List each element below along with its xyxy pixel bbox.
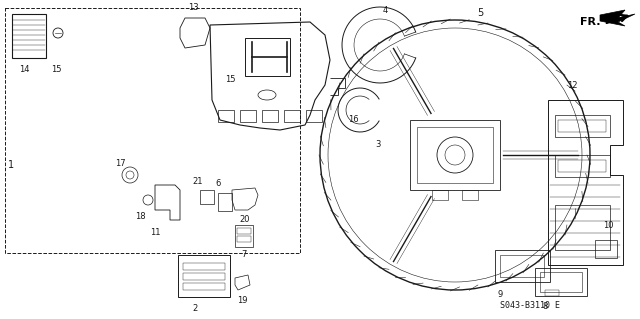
Bar [417, 127, 493, 183]
Bar [262, 110, 278, 122]
Bar [245, 38, 290, 76]
Bar [535, 268, 587, 296]
Text: 17: 17 [115, 159, 125, 168]
Text: 10: 10 [603, 221, 613, 230]
Bar [240, 110, 256, 122]
Bar [555, 155, 610, 177]
Bar [284, 110, 300, 122]
Text: 3: 3 [375, 140, 380, 149]
Bar [306, 110, 322, 122]
Bar [558, 160, 606, 172]
Polygon shape [600, 10, 635, 26]
Bar [218, 110, 234, 122]
Text: 2: 2 [193, 304, 198, 313]
Bar [595, 240, 617, 258]
Bar [410, 120, 500, 190]
Bar [558, 120, 606, 132]
Bar [200, 190, 214, 204]
Bar [12, 14, 46, 58]
Bar [500, 255, 544, 277]
Bar [235, 225, 253, 247]
Bar [178, 255, 230, 297]
Bar [218, 193, 232, 211]
Text: 21: 21 [193, 177, 204, 186]
Text: 16: 16 [348, 115, 358, 124]
Text: 1: 1 [8, 160, 14, 170]
Text: S043-B3110 E: S043-B3110 E [500, 301, 560, 310]
Bar [183, 283, 225, 290]
Bar [462, 190, 478, 200]
Text: 7: 7 [241, 250, 246, 259]
Text: 13: 13 [188, 3, 198, 12]
Bar [5, 8, 300, 253]
Bar [555, 205, 610, 250]
Text: 18: 18 [134, 212, 145, 221]
Text: FR.: FR. [580, 17, 600, 27]
Bar [183, 273, 225, 280]
Text: 9: 9 [497, 290, 502, 299]
Bar [237, 228, 251, 234]
Text: 14: 14 [19, 65, 29, 74]
Text: 19: 19 [237, 296, 247, 305]
Bar [545, 290, 559, 296]
Bar [183, 263, 225, 270]
Text: 8: 8 [542, 302, 548, 311]
Text: 5: 5 [477, 8, 483, 18]
Text: 11: 11 [150, 228, 160, 237]
Bar [432, 190, 448, 200]
Text: 4: 4 [382, 6, 388, 15]
Bar [540, 272, 582, 292]
Text: 6: 6 [215, 179, 221, 188]
Text: 15: 15 [51, 65, 61, 74]
Bar [237, 236, 251, 242]
Text: 20: 20 [240, 215, 250, 224]
Bar [555, 115, 610, 137]
Text: 12: 12 [567, 81, 577, 90]
Text: 15: 15 [225, 76, 236, 85]
Bar [495, 250, 550, 282]
